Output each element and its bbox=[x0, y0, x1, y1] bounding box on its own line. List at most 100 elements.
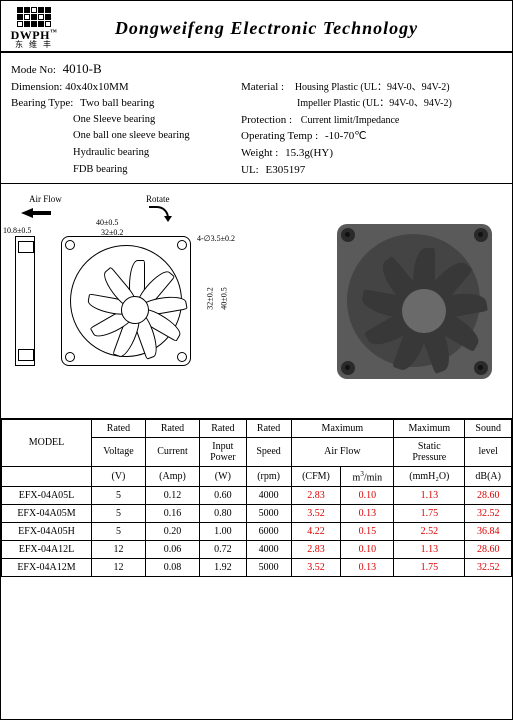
cell-model: EFX-04A05L bbox=[2, 487, 92, 505]
cell-v: 5 bbox=[92, 487, 146, 505]
cell-a: 0.20 bbox=[145, 523, 199, 541]
unit-w: (W) bbox=[200, 466, 247, 486]
cell-sp: 1.13 bbox=[394, 487, 465, 505]
cell-db: 36.84 bbox=[465, 523, 512, 541]
diagram-section: Air Flow Rotate 10.8±0.5 40±0.5 32±0.2 4… bbox=[1, 184, 512, 419]
unit-rpm: (rpm) bbox=[246, 466, 291, 486]
col-speed-1: Rated bbox=[246, 419, 291, 437]
cell-m3: 0.13 bbox=[341, 559, 394, 577]
cell-w: 1.00 bbox=[200, 523, 247, 541]
right-dim-outer: 40±0.5 bbox=[220, 287, 229, 309]
rotate-label: Rotate bbox=[146, 194, 170, 204]
side-view-drawing bbox=[15, 236, 35, 366]
mode-value: 4010-B bbox=[63, 61, 102, 76]
unit-mmh2o: (mmH₂O) bbox=[394, 466, 465, 486]
front-view-drawing bbox=[61, 236, 191, 366]
unit-m3: m3/min bbox=[341, 466, 394, 486]
spec-table: MODEL Rated Rated Rated Rated Maximum Ma… bbox=[1, 419, 512, 577]
dimension-value: 40x40x10MM bbox=[65, 81, 129, 93]
company-title: Dongweifeng Electronic Technology bbox=[59, 18, 504, 39]
optemp-value: -10-70℃ bbox=[325, 130, 367, 142]
bearing-value: Two ball bearing bbox=[80, 97, 154, 109]
protection-value: Current limit/Impedance bbox=[301, 115, 400, 126]
col-input-2: InputPower bbox=[200, 437, 247, 466]
bearing-opt-1: One ball one sleeve bearing bbox=[73, 130, 190, 141]
cell-cfm: 4.22 bbox=[291, 523, 341, 541]
rotate-arrow-icon bbox=[149, 206, 169, 220]
product-photo bbox=[337, 224, 492, 379]
table-row: EFX-04A05H50.201.0060004.220.152.5236.84 bbox=[2, 523, 512, 541]
cell-a: 0.16 bbox=[145, 505, 199, 523]
top-dim-outer: 40±0.5 bbox=[96, 218, 118, 227]
cell-db: 28.60 bbox=[465, 541, 512, 559]
table-header-1: MODEL Rated Rated Rated Rated Maximum Ma… bbox=[2, 419, 512, 437]
unit-a: (Amp) bbox=[145, 466, 199, 486]
airflow-label: Air Flow bbox=[29, 194, 62, 204]
mode-label: Mode No: bbox=[11, 64, 56, 76]
col-static-1: Maximum bbox=[394, 419, 465, 437]
protection-label: Protection : bbox=[241, 114, 292, 126]
col-sound-2: level bbox=[465, 437, 512, 466]
bearing-opt-2: Hydraulic bearing bbox=[73, 147, 149, 158]
col-airflow-2: Air Flow bbox=[291, 437, 394, 466]
ul-value: E305197 bbox=[265, 164, 305, 176]
cell-model: EFX-04A05H bbox=[2, 523, 92, 541]
col-voltage-2: Voltage bbox=[92, 437, 146, 466]
bearing-label: Bearing Type: bbox=[11, 97, 73, 109]
datasheet-page: DWPH™ 东 维 丰 Dongweifeng Electronic Techn… bbox=[0, 0, 513, 720]
cell-v: 5 bbox=[92, 523, 146, 541]
cell-rpm: 5000 bbox=[246, 505, 291, 523]
hole-dimension: 4-∅3.5±0.2 bbox=[197, 234, 235, 243]
logo-icon bbox=[17, 7, 51, 27]
cell-cfm: 3.52 bbox=[291, 559, 341, 577]
spec-section: Mode No: 4010-B Dimension: 40x40x10MM Ma… bbox=[1, 53, 512, 184]
right-dim-inner: 32±0.2 bbox=[206, 287, 215, 309]
cell-w: 0.60 bbox=[200, 487, 247, 505]
dimension-label: Dimension: bbox=[11, 81, 62, 93]
ul-label: UL: bbox=[241, 164, 259, 176]
col-model: MODEL bbox=[2, 419, 92, 466]
cell-m3: 0.10 bbox=[341, 487, 394, 505]
logo: DWPH™ 东 维 丰 bbox=[9, 7, 59, 49]
table-header-units: (V) (Amp) (W) (rpm) (CFM) m3/min (mmH₂O)… bbox=[2, 466, 512, 486]
bearing-opt-0: One Sleeve bearing bbox=[73, 114, 155, 125]
cell-w: 1.92 bbox=[200, 559, 247, 577]
weight-value: 15.3g(HY) bbox=[285, 147, 333, 159]
cell-cfm: 2.83 bbox=[291, 541, 341, 559]
col-speed-2: Speed bbox=[246, 437, 291, 466]
cell-cfm: 3.52 bbox=[291, 505, 341, 523]
cell-a: 0.06 bbox=[145, 541, 199, 559]
cell-w: 0.72 bbox=[200, 541, 247, 559]
cell-sp: 1.75 bbox=[394, 505, 465, 523]
cell-a: 0.08 bbox=[145, 559, 199, 577]
weight-label: Weight : bbox=[241, 147, 278, 159]
cell-w: 0.80 bbox=[200, 505, 247, 523]
table-row: EFX-04A05M50.160.8050003.520.131.7532.52 bbox=[2, 505, 512, 523]
cell-sp: 1.75 bbox=[394, 559, 465, 577]
col-static-2: StaticPressure bbox=[394, 437, 465, 466]
table-row: EFX-04A05L50.120.6040002.830.101.1328.60 bbox=[2, 487, 512, 505]
cell-rpm: 6000 bbox=[246, 523, 291, 541]
material-housing: Housing Plastic (UL：94V-0、94V-2) bbox=[295, 82, 450, 93]
cell-a: 0.12 bbox=[145, 487, 199, 505]
cell-v: 5 bbox=[92, 505, 146, 523]
cell-model: EFX-04A12L bbox=[2, 541, 92, 559]
cell-m3: 0.15 bbox=[341, 523, 394, 541]
optemp-label: Operating Temp : bbox=[241, 130, 318, 142]
header: DWPH™ 东 维 丰 Dongweifeng Electronic Techn… bbox=[1, 1, 512, 53]
cell-db: 32.52 bbox=[465, 505, 512, 523]
col-voltage-1: Rated bbox=[92, 419, 146, 437]
cell-rpm: 4000 bbox=[246, 487, 291, 505]
cell-v: 12 bbox=[92, 559, 146, 577]
cell-v: 12 bbox=[92, 541, 146, 559]
cell-model: EFX-04A05M bbox=[2, 505, 92, 523]
logo-brand-cn: 东 维 丰 bbox=[9, 41, 59, 49]
col-sound-1: Sound bbox=[465, 419, 512, 437]
col-airflow-1: Maximum bbox=[291, 419, 394, 437]
unit-cfm: (CFM) bbox=[291, 466, 341, 486]
cell-model: EFX-04A12M bbox=[2, 559, 92, 577]
cell-m3: 0.13 bbox=[341, 505, 394, 523]
airflow-arrow-icon bbox=[21, 208, 33, 218]
cell-db: 32.52 bbox=[465, 559, 512, 577]
col-input-1: Rated bbox=[200, 419, 247, 437]
